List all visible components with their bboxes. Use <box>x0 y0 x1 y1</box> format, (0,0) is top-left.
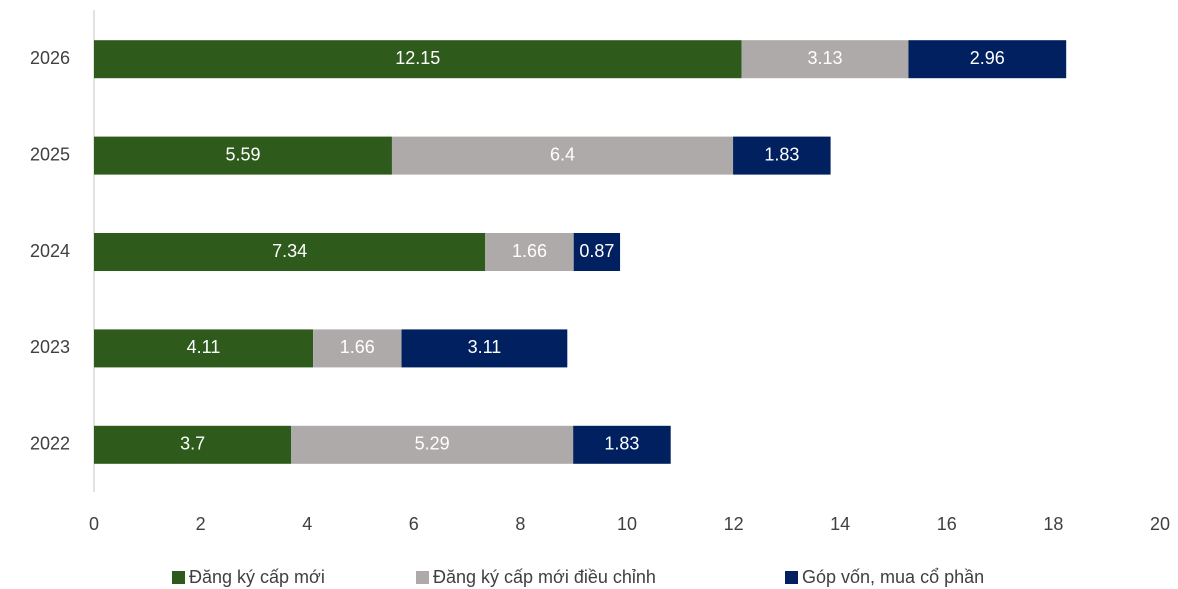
data-label: 0.87 <box>579 241 614 261</box>
y-tick-label: 2023 <box>30 337 70 357</box>
data-label: 1.83 <box>764 144 799 164</box>
y-tick-label: 2025 <box>30 144 70 164</box>
x-tick-label: 0 <box>89 514 99 534</box>
x-tick-label: 14 <box>830 514 850 534</box>
bar-segment <box>573 425 671 464</box>
legend-label: Đăng ký cấp mới <box>189 567 325 587</box>
bar-segment <box>291 425 574 464</box>
bar-segment <box>401 329 568 368</box>
y-tick-label: 2024 <box>30 241 70 261</box>
data-label: 3.11 <box>468 337 502 357</box>
data-label: 5.29 <box>415 434 450 454</box>
data-label: 1.66 <box>512 241 547 261</box>
data-label: 3.13 <box>807 48 842 68</box>
x-tick-label: 8 <box>515 514 525 534</box>
x-tick-label: 12 <box>724 514 744 534</box>
y-tick-label: 2026 <box>30 48 70 68</box>
bar-segment <box>94 425 292 464</box>
x-tick-label: 2 <box>196 514 206 534</box>
bar-segment <box>94 136 392 175</box>
data-label: 7.34 <box>272 241 307 261</box>
bar-segment <box>391 136 734 175</box>
x-tick-label: 16 <box>937 514 957 534</box>
bar-segment <box>741 40 909 79</box>
data-label: 3.7 <box>180 434 205 454</box>
data-label: 2.96 <box>970 48 1005 68</box>
legend-swatch <box>416 571 429 584</box>
bar-segment <box>908 40 1067 79</box>
bar-segment <box>94 329 314 368</box>
bar-segment <box>573 233 621 271</box>
bar-segment <box>313 329 402 368</box>
bar-segment <box>485 233 574 271</box>
x-tick-label: 4 <box>302 514 312 534</box>
data-label: 6.4 <box>550 144 575 164</box>
data-label: 1.66 <box>340 337 375 357</box>
legend-swatch <box>172 571 185 584</box>
legend-label: Đăng ký cấp mới điều chỉnh <box>433 567 656 587</box>
data-label: 1.83 <box>604 434 639 454</box>
x-tick-label: 20 <box>1150 514 1170 534</box>
data-label: 5.59 <box>225 144 260 164</box>
legend-swatch <box>785 571 798 584</box>
bar-segment <box>94 40 742 79</box>
x-tick-label: 18 <box>1043 514 1063 534</box>
x-tick-label: 10 <box>617 514 637 534</box>
x-tick-label: 6 <box>409 514 419 534</box>
data-label: 12.15 <box>395 48 440 68</box>
y-tick-label: 2022 <box>30 434 70 454</box>
legend-label: Góp vốn, mua cổ phần <box>802 567 984 587</box>
bar-segment <box>94 233 486 271</box>
bar-segment <box>733 136 831 175</box>
data-label: 4.11 <box>187 337 221 357</box>
